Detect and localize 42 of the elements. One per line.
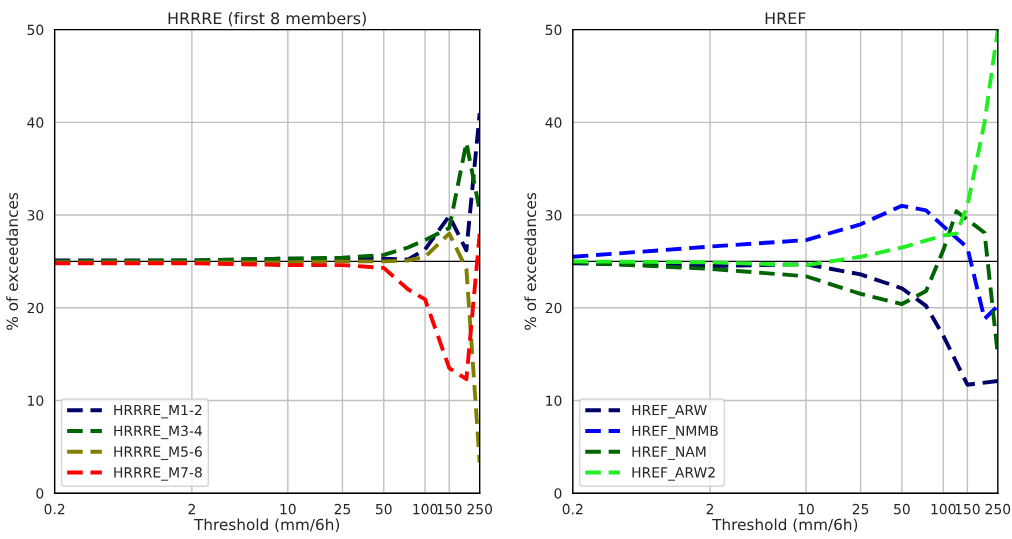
x-tick-label: 0.2 (562, 503, 583, 515)
y-tick-label: 0 (36, 488, 44, 499)
x-tick-label: 0.2 (44, 503, 65, 515)
x-tick-label: 10 (280, 503, 296, 515)
y-tick-label: 10 (546, 395, 562, 406)
x-tick-label: 250 (467, 503, 493, 515)
x-tick-label: 10 (798, 503, 814, 515)
y-tick-label: 40 (27, 117, 44, 128)
x-tick-label: 2 (188, 503, 195, 515)
legend-label: HRRRE_M1-2 (114, 404, 202, 419)
chart-title: HRRRE (first 8 members) (168, 11, 366, 27)
legend-label: HRRRE_M3-4 (114, 425, 202, 440)
y-tick-label: 10 (28, 395, 44, 406)
x-tick-label: 25 (852, 503, 869, 515)
x-tick-label: 150 (437, 503, 462, 515)
chart-title: HREF (765, 12, 806, 25)
x-tick-label: 150 (955, 503, 980, 515)
x-tick-label: 50 (375, 503, 392, 515)
legend-label: HREF_NMMB (632, 425, 718, 440)
x-axis-title: Threshold (mm/6h) (712, 518, 858, 533)
legend-label: HRRRE_M5-6 (114, 446, 202, 460)
y-tick-label: 30 (27, 210, 44, 221)
x-tick-label: 50 (894, 503, 910, 515)
y-tick-label: 50 (27, 24, 44, 36)
x-tick-label: 250 (985, 503, 1011, 515)
x-tick-label: 25 (334, 503, 351, 515)
y-tick-label: 20 (545, 302, 562, 314)
legend-label: HREF_ARW (632, 404, 707, 419)
legend-label: HREF_NAM (632, 446, 706, 460)
y-tick-label: 40 (545, 117, 562, 128)
y-tick-label: 0 (554, 488, 562, 499)
y-tick-label: 50 (545, 24, 562, 36)
x-axis-title: Threshold (mm/6h) (193, 518, 340, 533)
y-tick-label: 20 (27, 302, 44, 314)
x-tick-label: 100 (931, 503, 956, 515)
y-axis-title: % of exceedances (524, 192, 537, 330)
x-tick-label: 100 (413, 503, 438, 515)
legend-label: HRRRE_M7-8 (114, 467, 202, 481)
y-tick-label: 30 (545, 210, 562, 221)
legend-label: HREF_ARW2 (632, 467, 715, 481)
x-tick-label: 2 (706, 503, 714, 515)
y-axis-title: % of exceedances (6, 192, 19, 330)
